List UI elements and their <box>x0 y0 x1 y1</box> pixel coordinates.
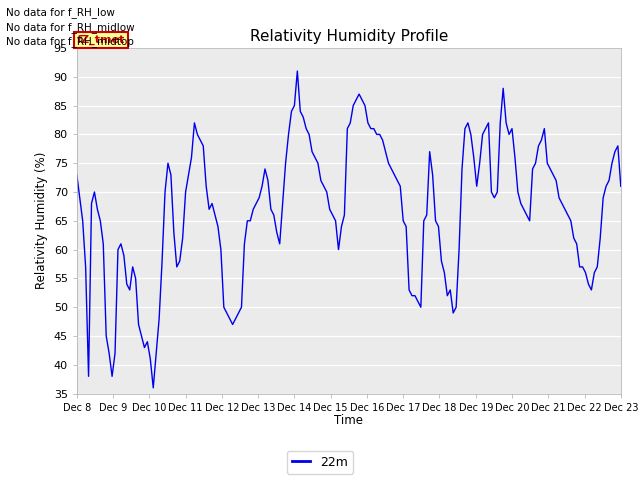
Title: Relativity Humidity Profile: Relativity Humidity Profile <box>250 29 448 44</box>
X-axis label: Time: Time <box>334 414 364 427</box>
Text: fZ_tmet: fZ_tmet <box>77 35 125 45</box>
Text: No data for f_RH_low: No data for f_RH_low <box>6 7 115 18</box>
Text: No data for f_RH_midlow: No data for f_RH_midlow <box>6 22 135 33</box>
Y-axis label: Relativity Humidity (%): Relativity Humidity (%) <box>35 152 48 289</box>
Legend: 22m: 22m <box>287 451 353 474</box>
Text: No data for f_RH_midtop: No data for f_RH_midtop <box>6 36 134 47</box>
